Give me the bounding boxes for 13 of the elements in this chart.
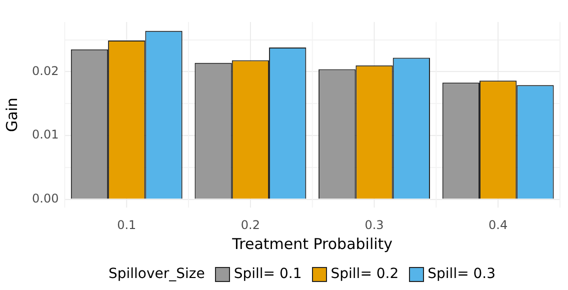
legend-label: Spill= 0.1 (234, 266, 302, 282)
legend-label: Spill= 0.2 (330, 266, 399, 282)
y-tick-label: 0.02 (32, 64, 59, 78)
y-axis-title: Gain (2, 98, 21, 132)
y-tick-label: 0.01 (32, 128, 59, 142)
x-tick-label: 0.2 (240, 218, 260, 232)
legend-title: Spillover_Size (108, 266, 205, 282)
x-tick-label: 0.1 (117, 218, 136, 232)
x-tick-label: 0.4 (488, 218, 508, 232)
y-tick-label: 0.00 (32, 191, 59, 206)
x-axis-title: Treatment Probability (231, 234, 393, 253)
legend-label: Spill= 0.3 (428, 266, 496, 282)
x-tick-label: 0.3 (364, 218, 384, 232)
